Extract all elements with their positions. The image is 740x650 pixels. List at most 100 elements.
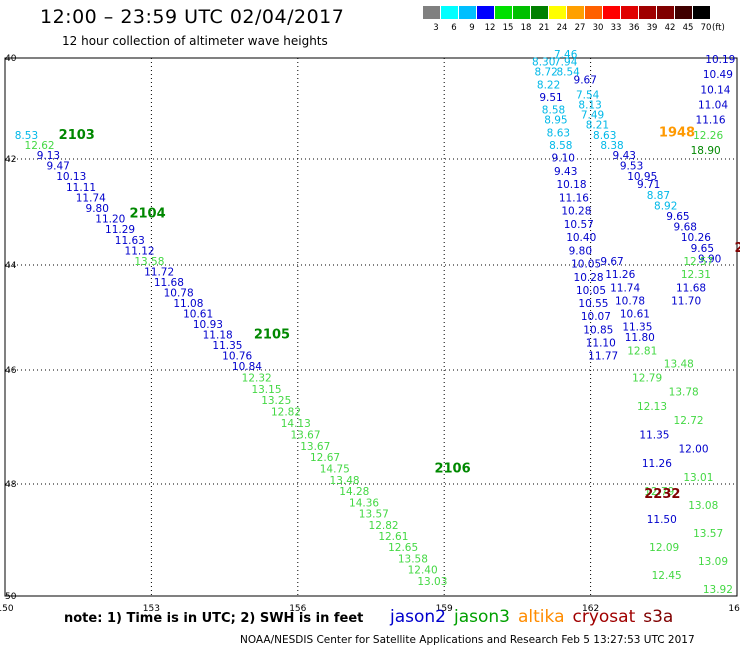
wave-height-value: 10.85 bbox=[583, 324, 613, 336]
color-swatch bbox=[495, 6, 513, 19]
wave-height-value: 11.68 bbox=[676, 282, 706, 294]
wave-height-value: 10.14 bbox=[700, 84, 730, 96]
color-swatch bbox=[441, 6, 459, 19]
wave-height-value: 13.25 bbox=[261, 395, 291, 407]
wave-height-value: 12.09 bbox=[649, 542, 679, 554]
color-scale-label: 9 bbox=[469, 23, 475, 33]
track-pass-label: 2103 bbox=[59, 128, 95, 143]
wave-height-value: 7.94 bbox=[554, 57, 578, 69]
wave-height-value: 10.57 bbox=[564, 219, 594, 231]
legend-jason3: jason3 bbox=[454, 607, 510, 627]
wave-height-value: 11.74 bbox=[76, 192, 106, 204]
wave-height-value: 10.49 bbox=[703, 69, 733, 81]
wave-height-value: 13.48 bbox=[330, 475, 360, 487]
wave-height-value: 9.90 bbox=[698, 253, 721, 265]
wave-height-value: 10.84 bbox=[232, 361, 262, 373]
wave-height-value: 12.32 bbox=[242, 372, 272, 384]
lon-tick-label: 150 bbox=[0, 604, 14, 614]
wave-height-value: 10.78 bbox=[164, 288, 194, 300]
wave-height-value: 10.13 bbox=[56, 171, 86, 183]
wave-height-value: 8.92 bbox=[654, 200, 677, 212]
wave-height-value: 9.53 bbox=[620, 161, 643, 173]
lat-tick-label: 48 bbox=[5, 480, 17, 490]
wave-height-value: 11.26 bbox=[642, 458, 672, 470]
color-swatch bbox=[621, 6, 639, 19]
legend-altika: altika bbox=[518, 607, 565, 627]
wave-height-value: 10.19 bbox=[705, 54, 735, 66]
color-scale-label: 36 bbox=[628, 23, 640, 33]
wave-height-value: 9.80 bbox=[86, 203, 109, 215]
color-scale-label: 27 bbox=[574, 23, 586, 33]
color-swatch bbox=[477, 6, 495, 19]
color-scale-label: 30 bbox=[592, 23, 604, 33]
track-pass-label: 2232 bbox=[644, 487, 680, 502]
wave-height-value: 14.36 bbox=[349, 497, 379, 509]
color-scale-label: 15 bbox=[502, 23, 514, 33]
legend-jason2: jason2 bbox=[390, 607, 446, 627]
wave-height-value: 12.26 bbox=[693, 130, 723, 142]
wave-height-value: 8.21 bbox=[586, 120, 609, 132]
wave-height-value: 11.35 bbox=[639, 429, 669, 441]
wave-height-value: 9.68 bbox=[674, 222, 697, 234]
wave-height-value: 8.38 bbox=[600, 140, 623, 152]
wave-height-value: 10.28 bbox=[574, 272, 604, 284]
wave-height-value: 11.04 bbox=[698, 100, 728, 112]
track-pass-label: 2106 bbox=[434, 462, 470, 477]
wave-height-value: 11.08 bbox=[173, 298, 203, 310]
wave-height-value: 11.16 bbox=[696, 115, 726, 127]
lon-tick-label: 165 bbox=[728, 604, 740, 614]
color-scale-label: 45 bbox=[682, 23, 694, 33]
color-scale-unit: (ft) bbox=[712, 23, 725, 33]
lat-tick-label: 42 bbox=[5, 155, 16, 165]
wave-height-value: 9.10 bbox=[552, 153, 575, 165]
wave-height-value: 14.75 bbox=[320, 464, 350, 476]
track-pass-label: 2105 bbox=[254, 328, 290, 343]
wave-height-value: 10.28 bbox=[561, 206, 591, 218]
wave-height-value: 12.45 bbox=[652, 570, 682, 582]
wave-height-value: 12.79 bbox=[644, 486, 674, 498]
color-swatch bbox=[513, 6, 531, 19]
wave-height-value: 11.29 bbox=[105, 224, 135, 236]
lat-tick-label: 40 bbox=[5, 54, 17, 64]
wave-height-value: 10.78 bbox=[615, 295, 645, 307]
color-scale-label: 24 bbox=[556, 23, 568, 33]
wave-height-value: 18.90 bbox=[691, 145, 721, 157]
wave-height-value: 12.79 bbox=[632, 372, 662, 384]
wave-height-value: 7.49 bbox=[581, 110, 604, 122]
wave-height-value: 12.13 bbox=[637, 401, 667, 413]
color-swatch bbox=[675, 6, 693, 19]
legend-cryosat: cryosat bbox=[572, 607, 636, 627]
legend-s3a: s3a bbox=[643, 607, 674, 627]
wave-height-value: 8.63 bbox=[547, 127, 570, 139]
color-scale-label: 6 bbox=[451, 23, 457, 33]
wave-height-value: 10.05 bbox=[571, 259, 601, 271]
wave-height-value: 10.18 bbox=[556, 179, 586, 191]
footnote-text: note: 1) Time is in UTC; 2) SWH is in fe… bbox=[64, 611, 364, 626]
wave-height-value: 13.67 bbox=[290, 429, 320, 441]
track-pass-label: 1948 bbox=[659, 125, 695, 140]
track-pass-label: 2104 bbox=[129, 206, 165, 221]
wave-height-value: 13.58 bbox=[134, 256, 164, 268]
wave-height-value: 9.71 bbox=[637, 179, 660, 191]
color-scale-label: 70 bbox=[700, 23, 712, 33]
wave-height-value: 11.77 bbox=[588, 351, 618, 363]
wave-height-value: 11.63 bbox=[115, 235, 145, 247]
wave-height-value: 11.18 bbox=[203, 330, 233, 342]
wave-height-value: 12.61 bbox=[378, 531, 408, 543]
wave-height-value: 10.61 bbox=[620, 309, 650, 321]
lon-tick-label: 153 bbox=[143, 604, 160, 614]
wave-height-value: 12.67 bbox=[310, 452, 340, 464]
wave-height-value: 13.09 bbox=[698, 556, 728, 568]
wave-height-value: 11.74 bbox=[610, 282, 640, 294]
color-swatch bbox=[423, 6, 441, 19]
wave-height-value: 11.35 bbox=[622, 322, 652, 334]
wave-height-value: 10.55 bbox=[578, 298, 608, 310]
wave-height-value: 9.65 bbox=[691, 243, 714, 255]
wave-height-value: 8.30 bbox=[532, 57, 555, 69]
page-subtitle: 12 hour collection of altimeter wave hei… bbox=[62, 34, 328, 48]
wave-height-value: 8.58 bbox=[542, 105, 565, 117]
wave-height-value: 13.48 bbox=[664, 358, 694, 370]
wave-height-value: 12.62 bbox=[25, 140, 55, 152]
wave-height-value: 10.26 bbox=[681, 232, 711, 244]
wave-height-value: 12.57 bbox=[683, 256, 713, 268]
